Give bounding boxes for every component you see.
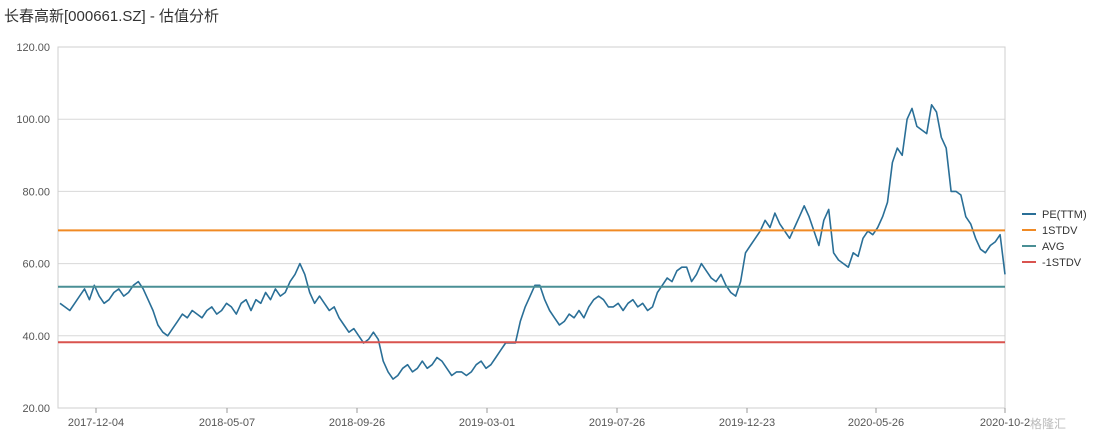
chart-title: 长春高新[000661.SZ] - 估值分析 (4, 8, 220, 25)
x-tick-label: 2019-12-23 (719, 417, 775, 429)
x-tick-label: 2020-10-2 (980, 417, 1030, 429)
y-tick-label: 60.00 (22, 259, 50, 271)
series-lines (58, 104, 1006, 380)
legend-label: -1STDV (1042, 257, 1082, 269)
legend-label: AVG (1042, 241, 1064, 253)
watermark: 格隆汇 (1030, 416, 1066, 431)
x-axis-labels: 2017-12-04 2018-05-07 2018-09-26 2019-03-01… (68, 417, 1030, 429)
grid (58, 46, 1005, 409)
y-tick-label: 120.00 (16, 42, 50, 54)
x-tick-label: 2018-09-26 (329, 417, 385, 429)
y-tick-label: 100.00 (16, 114, 50, 126)
y-tick-label: 40.00 (22, 331, 50, 343)
x-tick-label: 2018-05-07 (199, 417, 255, 429)
legend-label: 1STDV (1042, 225, 1078, 237)
series-line-pe-ttm (59, 104, 1006, 380)
y-tick-label: 80.00 (22, 186, 50, 198)
x-tick-label: 2020-05-26 (848, 417, 904, 429)
plot-border (57, 46, 1006, 409)
x-tick-label: 2019-07-26 (589, 417, 645, 429)
legend: PE(TTM) 1STDV AVG -1STDV (1022, 209, 1087, 269)
y-tick-label: 20.00 (22, 403, 50, 415)
legend-label: PE(TTM) (1042, 209, 1087, 221)
axes (57, 46, 1006, 413)
x-tick-label: 2019-03-01 (459, 417, 515, 429)
x-tick-label: 2017-12-04 (68, 417, 124, 429)
y-axis-labels: 120.00 100.00 80.00 60.00 40.00 20.00 (16, 42, 50, 415)
